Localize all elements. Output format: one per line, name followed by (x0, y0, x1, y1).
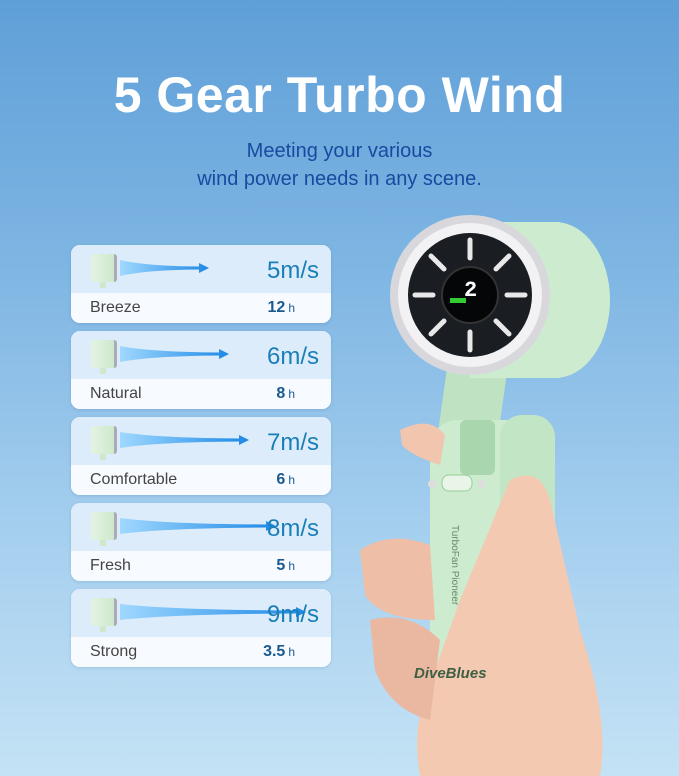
runtime-value: 6 (276, 471, 286, 488)
card-top: 9m/s (71, 589, 331, 637)
runtime-value: 12 (267, 299, 286, 316)
fan-icon (91, 512, 117, 546)
subtitle: Meeting your various wind power needs in… (0, 137, 679, 193)
wind-arrow-icon (120, 604, 306, 620)
wind-arrow-icon (120, 260, 209, 276)
wind-arrow-icon (120, 346, 229, 362)
runtime-unit: h (288, 645, 295, 659)
card-top: 5m/s (71, 245, 331, 293)
wind-speed: 8m/s (266, 515, 319, 542)
runtime-unit: h (288, 387, 295, 401)
runtime: 3.5 h (263, 643, 295, 661)
mode-label: Breeze (90, 299, 141, 316)
mode-label: Strong (90, 643, 138, 660)
page-title: 5 Gear Turbo Wind (113, 67, 566, 123)
card-bottom: Strong 3.5 h (71, 637, 331, 667)
fan-icon (91, 426, 117, 460)
model-text: TurboFan Pioneer (449, 525, 460, 606)
runtime-value: 3.5 (263, 643, 286, 660)
wind-speed: 9m/s (266, 601, 319, 628)
runtime-value: 8 (276, 385, 286, 402)
brand-logo: DiveBlues (414, 665, 487, 682)
card-top: 8m/s (71, 503, 331, 551)
product-fan-image: 2 TurboFan Pioneer DiveBlues (360, 215, 610, 776)
wind-arrow-icon (120, 432, 249, 448)
wind-speed: 6m/s (266, 343, 319, 370)
card-top: 6m/s (71, 331, 331, 379)
gear-card-breeze: 5m/s Breeze 12 h (71, 245, 331, 323)
mode-label: Fresh (90, 557, 131, 574)
speed-display-digit: 2 (464, 278, 477, 303)
fan-icon (91, 340, 117, 374)
wind-arrow-icon (120, 518, 276, 534)
card-top: 7m/s (71, 417, 331, 465)
runtime-unit: h (288, 559, 295, 573)
gear-card-strong: 9m/s Strong 3.5 h (71, 589, 331, 667)
fan-icon (91, 598, 117, 632)
runtime: 12 h (268, 299, 295, 317)
runtime-value: 5 (276, 557, 286, 574)
wind-speed: 5m/s (266, 257, 319, 284)
subtitle-line: Meeting your various (246, 140, 433, 162)
card-bottom: Breeze 12 h (71, 293, 331, 323)
runtime-unit: h (288, 473, 295, 487)
wind-speed: 7m/s (266, 429, 319, 456)
mode-label: Natural (90, 385, 142, 402)
fan-icon (91, 254, 117, 288)
runtime-unit: h (288, 301, 295, 315)
subtitle-line: wind power needs in any scene. (197, 168, 482, 190)
mode-label: Comfortable (90, 471, 178, 488)
